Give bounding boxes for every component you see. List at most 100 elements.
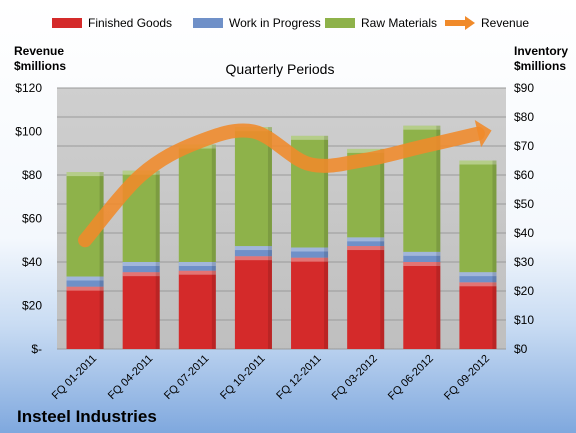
bar-highlight [403,262,441,266]
right-axis-tick: $10 [514,313,534,327]
bar-highlight [459,160,497,165]
bar-highlight [291,247,329,252]
bar-shade [436,125,441,252]
bar-shade [380,237,385,247]
legend-arrow [465,16,475,30]
left-axis-tick: $40 [22,255,42,269]
bar-work-in-progress [403,251,441,262]
bar-shade [492,160,497,273]
bar-work-in-progress [122,262,160,273]
bar-highlight [459,272,497,277]
bar-highlight [234,256,272,261]
bar-shade [324,135,329,248]
bar-finished-goods [66,286,104,349]
left-axis-tick: $100 [15,125,42,139]
bar-highlight [178,270,216,275]
left-axis-tick: $- [31,342,42,356]
right-axis-tick: $50 [514,197,534,211]
chart-subtitle: Quarterly Periods [226,61,335,77]
left-axis-ticks: $- $20 $40 $60 $80 $100 $120 [15,81,42,356]
bar-finished-goods [347,246,385,349]
bar-highlight [66,286,104,291]
bar-work-in-progress [291,247,329,258]
bars [66,125,497,349]
bar-highlight [459,282,497,287]
right-axis-tick: $90 [514,81,534,95]
left-axis-tick: $80 [22,168,42,182]
bar-raw-materials [234,127,272,247]
bar-shade [267,246,272,257]
bar-highlight [66,276,104,281]
bar-shade [211,144,216,262]
bar-shade [380,246,385,349]
bar-raw-materials [459,160,497,273]
bar-finished-goods [122,272,160,349]
bar-highlight [122,262,160,266]
left-axis-tick: $60 [22,212,42,226]
right-axis-tick: $80 [514,110,534,124]
bar-shade [155,262,160,273]
bar-finished-goods [403,262,441,349]
left-axis-title-line1: Revenue [14,44,64,58]
bar-highlight [66,172,104,177]
bar-shade [155,170,160,262]
revenue-line [78,120,492,248]
legend-swatch-finished-goods [52,18,82,28]
bar-shade [267,256,272,349]
bar-shade [155,272,160,349]
right-axis-title-line2: $millions [514,59,566,73]
bar-work-in-progress [66,276,104,287]
bar-highlight [178,262,216,266]
bar-highlight [122,272,160,277]
bar-work-in-progress [178,262,216,271]
bar-shade [492,282,497,349]
legend-swatch-raw-materials [325,18,355,28]
revenue-arrow-head [474,120,492,148]
bar-shade [99,276,104,287]
right-axis-tick: $40 [514,226,534,240]
bar-shade [436,251,441,262]
bar-shade [380,148,385,238]
bar-finished-goods [291,257,329,349]
right-axis-tick: $30 [514,255,534,269]
legend: Finished Goods Work in Progress Raw Materi… [52,16,529,30]
left-axis-tick: $120 [15,81,42,95]
bar-finished-goods [459,282,497,349]
bar-shade [324,247,329,258]
bar-highlight [403,251,441,256]
bar-shade [267,127,272,247]
bar-highlight [403,125,441,130]
bar-raw-materials [178,144,216,262]
right-axis-tick: $20 [514,284,534,298]
company-name: Insteel Industries [17,407,157,426]
legend-label: Revenue [481,16,529,30]
bar-work-in-progress [347,237,385,247]
bar-highlight [347,148,385,153]
legend-label: Raw Materials [361,16,437,30]
bar-shade [211,262,216,271]
bar-finished-goods [234,256,272,349]
legend-label: Finished Goods [88,16,172,30]
bar-highlight [291,135,329,140]
right-axis-tick: $60 [514,168,534,182]
legend-swatch-work-in-progress [193,18,223,28]
left-axis-title-line2: $millions [14,59,66,73]
bar-shade [211,270,216,349]
bar-work-in-progress [459,272,497,283]
bar-shade [436,262,441,349]
right-axis-title-line1: Inventory [514,44,568,58]
bar-highlight [347,237,385,242]
bar-highlight [347,246,385,251]
bar-shade [492,272,497,283]
bar-shade [324,257,329,349]
right-axis-tick: $70 [514,139,534,153]
bar-work-in-progress [234,246,272,257]
left-axis-tick: $20 [22,299,42,313]
bar-highlight [291,257,329,262]
right-axis-ticks: $0 $10 $20 $30 $40 $50 $60 $70 $80 $90 [514,81,534,356]
bar-shade [99,286,104,349]
right-axis-tick: $0 [514,342,528,356]
bar-finished-goods [178,270,216,349]
revenue-line-path [78,123,485,248]
